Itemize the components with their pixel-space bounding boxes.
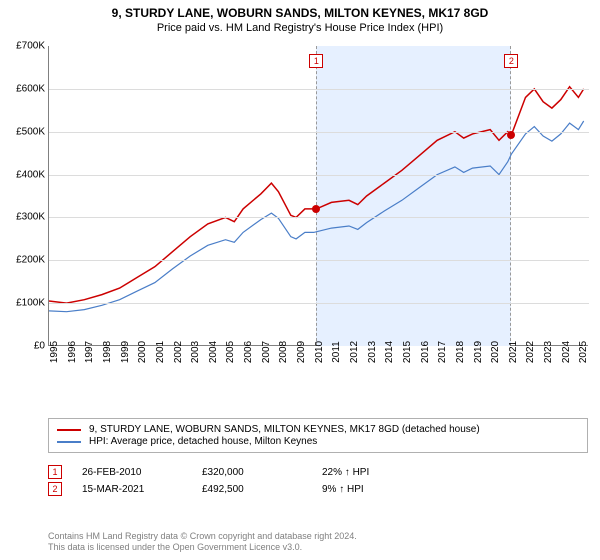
x-axis-label: 2015 bbox=[402, 341, 413, 363]
x-axis-label: 2008 bbox=[278, 341, 289, 363]
sale-number-box: 1 bbox=[48, 465, 62, 479]
x-axis-label: 2010 bbox=[314, 341, 325, 363]
sales-table: 1 26-FEB-2010 £320,000 22% ↑ HPI 2 15-MAR-202… bbox=[48, 462, 588, 499]
x-axis-label: 2002 bbox=[173, 341, 184, 363]
chart-legend: 9, STURDY LANE, WOBURN SANDS, MILTON KEY… bbox=[48, 418, 588, 453]
x-axis-label: 2013 bbox=[367, 341, 378, 363]
x-axis-label: 2019 bbox=[473, 341, 484, 363]
sale-number-box: 2 bbox=[48, 482, 62, 496]
sale-date: 15-MAR-2021 bbox=[82, 484, 182, 495]
sale-marker-dot bbox=[507, 131, 515, 139]
y-axis-label: £700K bbox=[3, 41, 45, 52]
chart-area: £0£100K£200K£300K£400K£500K£600K£700K199… bbox=[48, 46, 588, 380]
legend-label: HPI: Average price, detached house, Milt… bbox=[89, 436, 317, 447]
y-axis-label: £400K bbox=[3, 169, 45, 180]
sale-row: 1 26-FEB-2010 £320,000 22% ↑ HPI bbox=[48, 465, 588, 479]
footer-line2: This data is licensed under the Open Gov… bbox=[48, 542, 588, 554]
chart-title: 9, STURDY LANE, WOBURN SANDS, MILTON KEY… bbox=[10, 6, 590, 20]
x-axis-label: 2007 bbox=[261, 341, 272, 363]
x-axis-label: 2006 bbox=[243, 341, 254, 363]
x-axis-label: 2000 bbox=[137, 341, 148, 363]
sale-price: £320,000 bbox=[202, 467, 302, 478]
x-axis-label: 2022 bbox=[525, 341, 536, 363]
sale-marker-label: 2 bbox=[504, 54, 518, 68]
x-axis-label: 2018 bbox=[455, 341, 466, 363]
series-price_paid bbox=[49, 87, 584, 303]
y-axis-label: £0 bbox=[3, 341, 45, 352]
sale-row: 2 15-MAR-2021 £492,500 9% ↑ HPI bbox=[48, 482, 588, 496]
y-axis-label: £200K bbox=[3, 255, 45, 266]
line-series bbox=[49, 46, 589, 346]
x-axis-label: 1996 bbox=[67, 341, 78, 363]
legend-swatch bbox=[57, 429, 81, 431]
sale-hpi-diff: 22% ↑ HPI bbox=[322, 467, 422, 478]
y-axis-label: £300K bbox=[3, 212, 45, 223]
x-axis-label: 1999 bbox=[120, 341, 131, 363]
chart-subtitle: Price paid vs. HM Land Registry's House … bbox=[10, 22, 590, 34]
x-axis-label: 2024 bbox=[561, 341, 572, 363]
sale-marker-label: 1 bbox=[309, 54, 323, 68]
x-axis-label: 1998 bbox=[102, 341, 113, 363]
x-axis-label: 2014 bbox=[384, 341, 395, 363]
x-axis-label: 2021 bbox=[508, 341, 519, 363]
plot-area: £0£100K£200K£300K£400K£500K£600K£700K199… bbox=[48, 46, 588, 346]
sale-price: £492,500 bbox=[202, 484, 302, 495]
x-axis-label: 2025 bbox=[578, 341, 589, 363]
legend-swatch bbox=[57, 441, 81, 443]
legend-item: HPI: Average price, detached house, Milt… bbox=[57, 436, 579, 447]
legend-item: 9, STURDY LANE, WOBURN SANDS, MILTON KEY… bbox=[57, 424, 579, 435]
x-axis-label: 2011 bbox=[331, 341, 342, 363]
x-axis-label: 1997 bbox=[84, 341, 95, 363]
sale-hpi-diff: 9% ↑ HPI bbox=[322, 484, 422, 495]
x-axis-label: 2017 bbox=[437, 341, 448, 363]
x-axis-label: 2012 bbox=[349, 341, 360, 363]
x-axis-label: 2020 bbox=[490, 341, 501, 363]
y-axis-label: £100K bbox=[3, 298, 45, 309]
sale-marker-dot bbox=[312, 205, 320, 213]
x-axis-label: 2009 bbox=[296, 341, 307, 363]
footer-text: Contains HM Land Registry data © Crown c… bbox=[48, 531, 588, 554]
footer-line1: Contains HM Land Registry data © Crown c… bbox=[48, 531, 588, 543]
chart-title-block: 9, STURDY LANE, WOBURN SANDS, MILTON KEY… bbox=[0, 0, 600, 38]
y-axis-label: £600K bbox=[3, 83, 45, 94]
sale-date: 26-FEB-2010 bbox=[82, 467, 182, 478]
x-axis-label: 2023 bbox=[543, 341, 554, 363]
y-axis-label: £500K bbox=[3, 126, 45, 137]
x-axis-label: 2004 bbox=[208, 341, 219, 363]
x-axis-label: 2005 bbox=[225, 341, 236, 363]
x-axis-label: 2003 bbox=[190, 341, 201, 363]
x-axis-label: 1995 bbox=[49, 341, 60, 363]
x-axis-label: 2001 bbox=[155, 341, 166, 363]
x-axis-label: 2016 bbox=[420, 341, 431, 363]
legend-label: 9, STURDY LANE, WOBURN SANDS, MILTON KEY… bbox=[89, 424, 480, 435]
